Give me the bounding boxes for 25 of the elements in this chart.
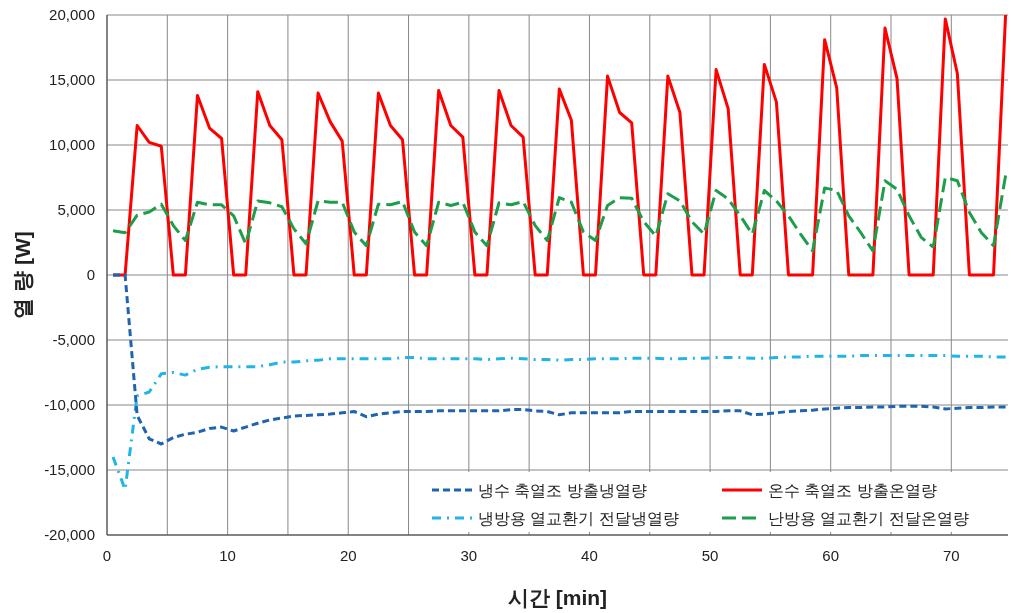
legend-label: 냉수 축열조 방출냉열량 [478,481,647,499]
y-tick-label: -10,000 [44,396,95,414]
y-tick-label: 20,000 [49,6,95,24]
y-tick-label: -20,000 [44,526,95,544]
x-tick-label: 50 [701,547,719,564]
x-axis-title: 시간 [min] [507,586,608,609]
x-tick-label: 40 [581,547,598,564]
x-tick-label: 20 [339,547,357,564]
y-tick-label: 5,000 [57,201,95,219]
legend-label: 냉방용 열교환기 전달냉열량 [478,509,679,527]
line-series [111,174,1008,253]
legend-label: 온수 축열조 방출온열량 [768,481,937,499]
x-tick-label: 70 [942,547,960,564]
y-tick-label: 15,000 [49,71,95,89]
x-tick-label: 0 [102,547,112,564]
y-tick-label: 10,000 [49,136,95,154]
y-tick-label: -15,000 [44,461,95,479]
y-tick-label: 0 [86,266,95,284]
line-series [111,273,1008,446]
legend-label: 난방용 열교환기 전달온열량 [768,509,969,527]
x-tick-label: 60 [822,547,840,564]
x-tick-label: 30 [460,547,478,564]
y-tick-label: -5,000 [52,331,95,349]
y-axis-title: 열 량 [W] [11,231,34,319]
x-tick-label: 10 [219,547,236,564]
